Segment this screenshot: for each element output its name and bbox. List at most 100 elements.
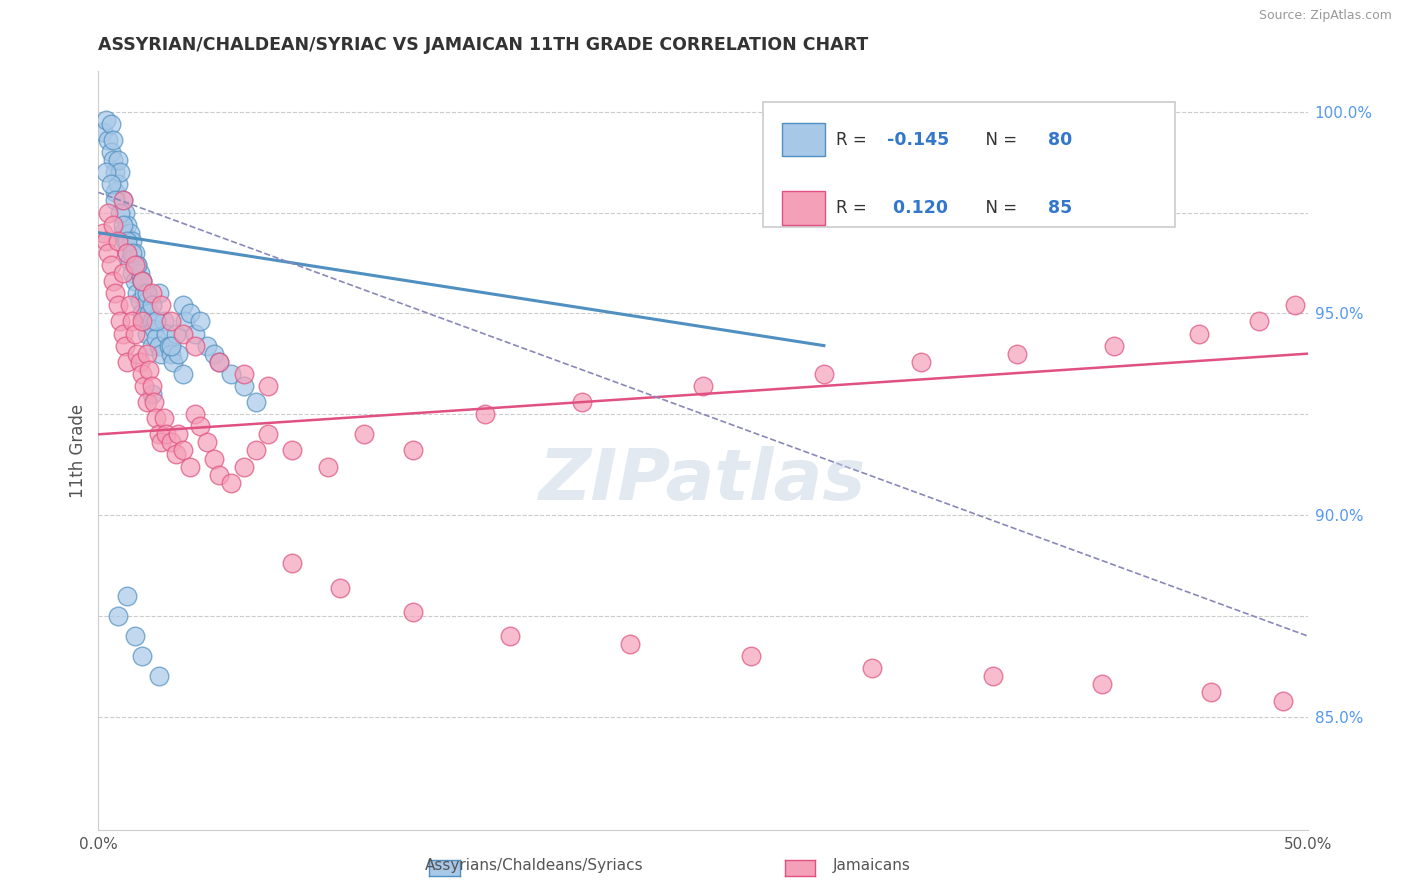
Point [117, 245, 139, 260]
Point [353, 427, 375, 442]
Point [104, 194, 127, 208]
Point [150, 298, 173, 312]
Point [145, 330, 167, 344]
Point [101, 274, 124, 288]
Point [1284, 298, 1306, 312]
Point [221, 367, 243, 381]
Point [138, 306, 160, 320]
Point [117, 589, 139, 603]
Point [127, 286, 149, 301]
Point [232, 379, 254, 393]
Point [172, 326, 194, 341]
Point [124, 245, 146, 260]
Point [148, 338, 170, 352]
Point [860, 661, 883, 675]
Point [97, 133, 120, 147]
Point [256, 379, 278, 393]
Point [232, 367, 254, 381]
Point [316, 459, 339, 474]
Point [141, 379, 163, 393]
Point [150, 435, 173, 450]
Point [152, 314, 174, 328]
Point [135, 294, 157, 309]
Point [107, 608, 129, 623]
Point [150, 346, 173, 360]
Point [118, 298, 141, 312]
Point [94, 234, 117, 248]
Point [256, 427, 278, 442]
Point [179, 459, 201, 474]
Text: R =: R = [837, 199, 872, 217]
Point [135, 395, 157, 409]
Point [91, 125, 114, 139]
Point [174, 314, 197, 328]
Text: 85: 85 [1047, 199, 1071, 217]
Point [160, 346, 183, 360]
Point [101, 133, 124, 147]
Point [172, 367, 194, 381]
Point [107, 178, 129, 192]
Text: Source: ZipAtlas.com: Source: ZipAtlas.com [1258, 9, 1392, 22]
Point [162, 355, 184, 369]
Point [232, 459, 254, 474]
Point [165, 448, 187, 462]
Point [94, 112, 117, 127]
Point [117, 234, 139, 248]
Point [118, 253, 141, 268]
Point [172, 443, 194, 458]
Text: Assyrians/Chaldeans/Syriacs: Assyrians/Chaldeans/Syriacs [425, 858, 644, 872]
Point [131, 314, 153, 328]
Point [740, 649, 762, 664]
Point [1272, 693, 1295, 707]
Point [402, 443, 425, 458]
Point [498, 629, 520, 643]
Point [571, 395, 593, 409]
Point [402, 605, 425, 619]
Point [111, 326, 134, 341]
Point [155, 326, 177, 341]
Point [1102, 338, 1125, 352]
Point [131, 274, 153, 288]
Point [107, 153, 129, 167]
Point [141, 286, 163, 301]
Point [145, 314, 167, 328]
Point [148, 286, 170, 301]
Point [1007, 346, 1029, 360]
Text: N =: N = [976, 199, 1022, 217]
Point [281, 443, 304, 458]
Point [148, 427, 170, 442]
Point [184, 407, 207, 421]
Point [124, 274, 146, 288]
Point [101, 153, 124, 167]
Point [100, 145, 122, 159]
Point [141, 298, 163, 312]
Point [134, 286, 156, 301]
Point [167, 346, 190, 360]
Point [128, 294, 150, 309]
Point [118, 226, 141, 240]
Point [114, 234, 136, 248]
Point [141, 314, 163, 328]
Point [329, 581, 352, 595]
Point [104, 286, 127, 301]
Point [108, 205, 131, 219]
Text: Jamaicans: Jamaicans [832, 858, 911, 872]
Point [184, 338, 207, 352]
Point [138, 363, 160, 377]
FancyBboxPatch shape [782, 191, 825, 225]
Point [117, 218, 139, 232]
Point [135, 326, 157, 341]
Point [108, 165, 131, 179]
Point [104, 186, 127, 200]
Point [131, 274, 153, 288]
Point [108, 314, 131, 328]
Text: R =: R = [837, 130, 872, 149]
Point [204, 451, 226, 466]
Point [141, 338, 163, 352]
Point [124, 326, 146, 341]
Point [97, 205, 120, 219]
Point [135, 346, 157, 360]
Point [1091, 677, 1114, 691]
Point [121, 245, 143, 260]
Point [172, 298, 194, 312]
